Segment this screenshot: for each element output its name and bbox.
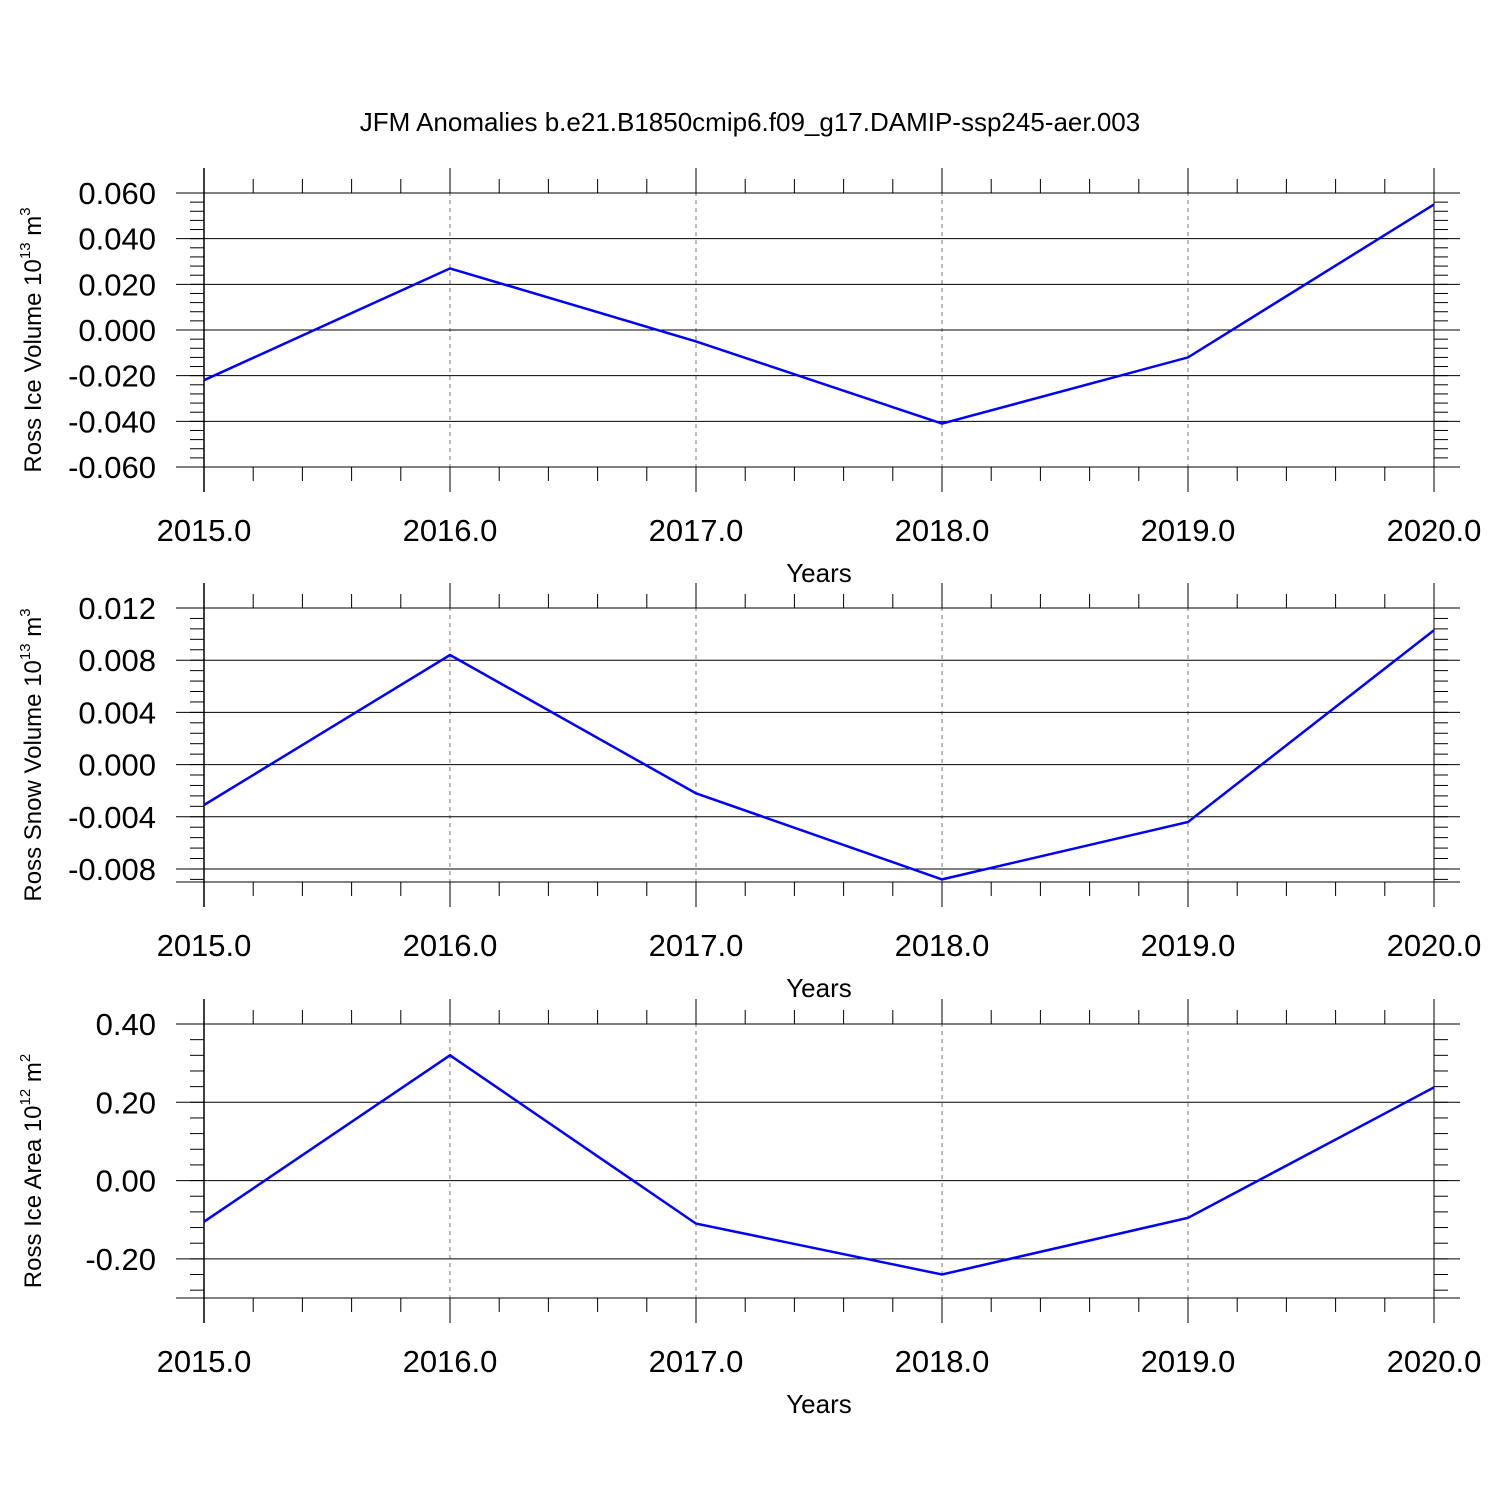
y-tick-label: 0.20 <box>96 1085 156 1120</box>
panels: 0.0600.0400.0200.000-0.020-0.040-0.06020… <box>17 168 1481 1419</box>
y-axis-label-exponent: 12 <box>17 1089 34 1106</box>
x-tick-label: 2015.0 <box>157 1344 252 1379</box>
x-axis-label: Years <box>786 1389 852 1419</box>
x-tick-label: 2016.0 <box>403 1344 498 1379</box>
x-axis-label: Years <box>786 973 852 1003</box>
y-tick-label: 0.004 <box>78 695 156 730</box>
y-axis-label-unit-exponent: 3 <box>17 608 34 616</box>
x-tick-label: 2020.0 <box>1387 513 1482 548</box>
x-tick-label: 2020.0 <box>1387 1344 1482 1379</box>
y-axis-label: Ross Ice Area 1012 m2 <box>17 1054 47 1288</box>
y-tick-label: 0.008 <box>78 643 156 678</box>
x-tick-label: 2018.0 <box>895 928 990 963</box>
y-tick-label: 0.020 <box>78 267 156 302</box>
y-axis-label-exponent: 13 <box>17 242 34 259</box>
y-tick-label: 0.000 <box>78 748 156 783</box>
y-tick-label: -0.004 <box>68 800 156 835</box>
y-tick-label: 0.000 <box>78 313 156 348</box>
series-line <box>203 629 1435 881</box>
y-tick-label: 0.00 <box>96 1164 156 1199</box>
x-tick-label: 2020.0 <box>1387 928 1482 963</box>
series-line <box>203 1053 1435 1276</box>
chart-panel-3: 0.40 0.20 0.00 -0.20 2015.0 2016.0 2017.0 2018.… <box>17 999 1481 1419</box>
y-axis-label-unit: m <box>20 216 47 243</box>
series-line <box>203 203 1435 425</box>
y-axis-label-unit-exponent: 2 <box>17 1054 34 1062</box>
y-tick-label: 0.040 <box>78 222 156 257</box>
x-tick-label: 2019.0 <box>1141 513 1236 548</box>
x-tick-label: 2016.0 <box>403 513 498 548</box>
y-axis-label-unit: m <box>20 617 47 644</box>
x-tick-label: 2015.0 <box>157 513 252 548</box>
y-tick-label: 0.060 <box>78 176 156 211</box>
x-tick-label: 2018.0 <box>895 513 990 548</box>
x-tick-label: 2018.0 <box>895 1344 990 1379</box>
x-tick-label: 2019.0 <box>1141 1344 1236 1379</box>
x-tick-label: 2017.0 <box>649 1344 744 1379</box>
x-tick-label: 2015.0 <box>157 928 252 963</box>
chart-panel-2: 0.012 0.008 0.004 0.000 -0.004 -0.008 2015.0 20… <box>17 583 1481 1003</box>
y-axis-label-unit: m <box>20 1062 47 1089</box>
x-axis-label: Years <box>786 558 852 588</box>
y-axis-label-text: Ross Ice Volume 10 <box>20 259 47 472</box>
chart-panel-1: 0.0600.0400.0200.000-0.020-0.040-0.06020… <box>17 168 1481 588</box>
y-axis-label: Ross Snow Volume 1013 m3 <box>17 608 47 901</box>
y-tick-label: -0.060 <box>68 450 156 485</box>
x-tick-label: 2016.0 <box>403 928 498 963</box>
figure-title: JFM Anomalies b.e21.B1850cmip6.f09_g17.D… <box>360 107 1140 137</box>
y-axis-label-text: Ross Snow Volume 10 <box>20 660 47 901</box>
y-axis-label-unit-exponent: 3 <box>17 207 34 215</box>
y-tick-label: -0.008 <box>68 852 156 887</box>
y-axis-label: Ross Ice Volume 1013 m3 <box>17 207 47 472</box>
y-tick-label: 0.40 <box>96 1007 156 1042</box>
x-tick-label: 2017.0 <box>649 928 744 963</box>
y-axis-label-exponent: 13 <box>17 643 34 660</box>
y-tick-label: -0.020 <box>68 359 156 394</box>
x-tick-label: 2017.0 <box>649 513 744 548</box>
y-axis-label-text: Ross Ice Area 10 <box>20 1105 47 1288</box>
y-tick-label: -0.040 <box>68 404 156 439</box>
y-tick-label: -0.20 <box>85 1242 156 1277</box>
x-tick-label: 2019.0 <box>1141 928 1236 963</box>
y-tick-label: 0.012 <box>78 591 156 626</box>
